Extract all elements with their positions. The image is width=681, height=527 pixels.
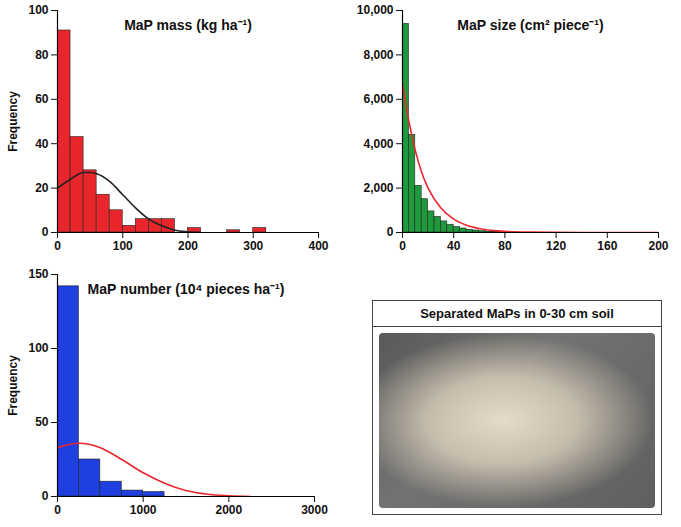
svg-text:0: 0: [42, 489, 49, 503]
svg-text:10,000: 10,000: [357, 3, 394, 17]
svg-text:4,000: 4,000: [363, 137, 393, 151]
svg-text:8,000: 8,000: [363, 48, 393, 62]
svg-text:40: 40: [447, 239, 461, 253]
svg-text:MaP mass (kg ha⁻¹): MaP mass (kg ha⁻¹): [124, 17, 252, 33]
svg-text:2000: 2000: [215, 503, 242, 517]
svg-text:100: 100: [28, 341, 48, 355]
svg-text:MaP size (cm² piece⁻¹): MaP size (cm² piece⁻¹): [457, 17, 603, 33]
svg-text:0: 0: [387, 225, 394, 239]
svg-text:160: 160: [597, 239, 617, 253]
svg-text:0: 0: [54, 239, 61, 253]
svg-text:6,000: 6,000: [363, 92, 393, 106]
svg-text:200: 200: [178, 239, 198, 253]
svg-text:80: 80: [498, 239, 512, 253]
svg-text:300: 300: [243, 239, 263, 253]
svg-text:40: 40: [35, 137, 49, 151]
html-text:Separated MaPs in 0-30 cm soil: Separated MaPs in 0-30 cm soil: [420, 306, 614, 321]
svg-text:3000: 3000: [301, 503, 328, 517]
svg-text:150: 150: [28, 267, 48, 281]
svg-text:MaP number (10⁴ pieces ha⁻¹): MaP number (10⁴ pieces ha⁻¹): [88, 281, 285, 297]
svg-text:0: 0: [54, 503, 61, 517]
svg-text:2,000: 2,000: [363, 181, 393, 195]
svg-text:120: 120: [546, 239, 566, 253]
svg-text:Frequency: Frequency: [6, 355, 20, 416]
svg-text:50: 50: [35, 415, 49, 429]
svg-text:20: 20: [35, 181, 49, 195]
svg-text:0: 0: [399, 239, 406, 253]
svg-text:80: 80: [35, 48, 49, 62]
svg-text:100: 100: [28, 3, 48, 17]
svg-text:Frequency: Frequency: [6, 91, 20, 152]
svg-text:1000: 1000: [130, 503, 157, 517]
svg-text:100: 100: [113, 239, 133, 253]
svg-text:200: 200: [648, 239, 668, 253]
svg-text:400: 400: [308, 239, 328, 253]
svg-text:0: 0: [42, 225, 49, 239]
svg-text:60: 60: [35, 92, 49, 106]
